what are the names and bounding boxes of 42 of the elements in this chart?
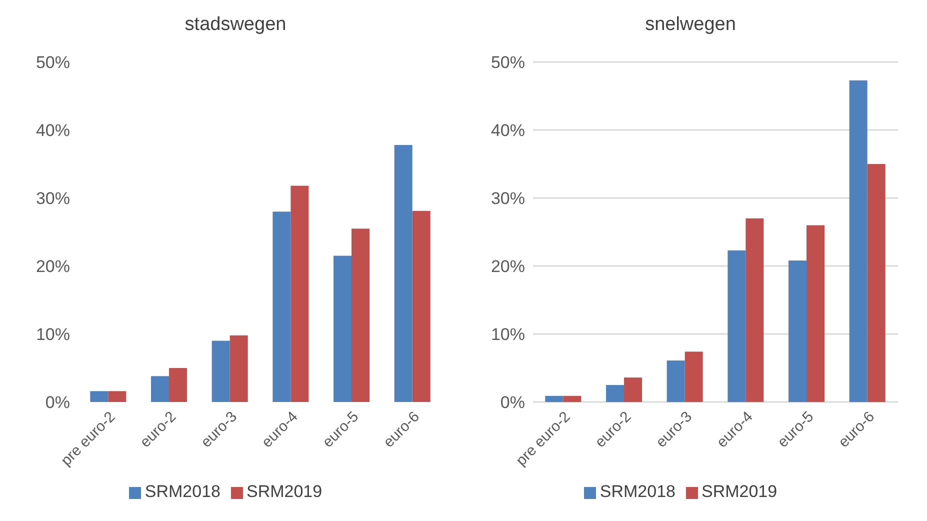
bar bbox=[352, 228, 370, 402]
bar bbox=[212, 340, 230, 402]
bar bbox=[108, 391, 126, 402]
bar bbox=[169, 368, 187, 402]
y-tick-label: 50% bbox=[36, 53, 70, 72]
bar bbox=[151, 376, 169, 402]
bar bbox=[728, 250, 746, 402]
chart-title: stadswegen bbox=[184, 13, 288, 37]
bar bbox=[334, 256, 352, 402]
bar bbox=[849, 80, 868, 402]
bar bbox=[230, 335, 248, 402]
bar bbox=[412, 210, 430, 402]
bar bbox=[684, 352, 703, 402]
y-tick-label: 40% bbox=[490, 121, 525, 140]
y-tick-label: 10% bbox=[490, 325, 525, 344]
y-tick-label: 50% bbox=[490, 53, 525, 72]
bar bbox=[788, 260, 806, 402]
y-tick-label: 20% bbox=[36, 257, 70, 276]
legend-label: SRM2019 bbox=[702, 482, 778, 501]
y-tick-label: 0% bbox=[500, 393, 525, 412]
y-tick-label: 30% bbox=[490, 189, 525, 208]
legend-label: SRM2019 bbox=[246, 482, 322, 501]
bar bbox=[746, 218, 764, 402]
legend-label: SRM2018 bbox=[144, 482, 220, 501]
bar bbox=[90, 391, 108, 402]
y-tick-label: 20% bbox=[490, 257, 525, 276]
bar bbox=[545, 396, 564, 402]
bar bbox=[666, 360, 685, 402]
chart-title: snelwegen bbox=[644, 13, 737, 37]
bar bbox=[563, 396, 582, 402]
y-tick-label: 0% bbox=[45, 393, 70, 412]
bar bbox=[867, 164, 886, 402]
bar bbox=[394, 144, 412, 402]
legend-label: SRM2018 bbox=[600, 482, 676, 501]
bar bbox=[624, 378, 642, 402]
bar bbox=[272, 212, 291, 402]
y-tick-label: 40% bbox=[36, 121, 70, 140]
bar bbox=[290, 186, 309, 402]
y-tick-label: 10% bbox=[36, 325, 70, 344]
bar bbox=[806, 225, 824, 402]
bar bbox=[606, 385, 624, 402]
y-tick-label: 30% bbox=[36, 189, 70, 208]
